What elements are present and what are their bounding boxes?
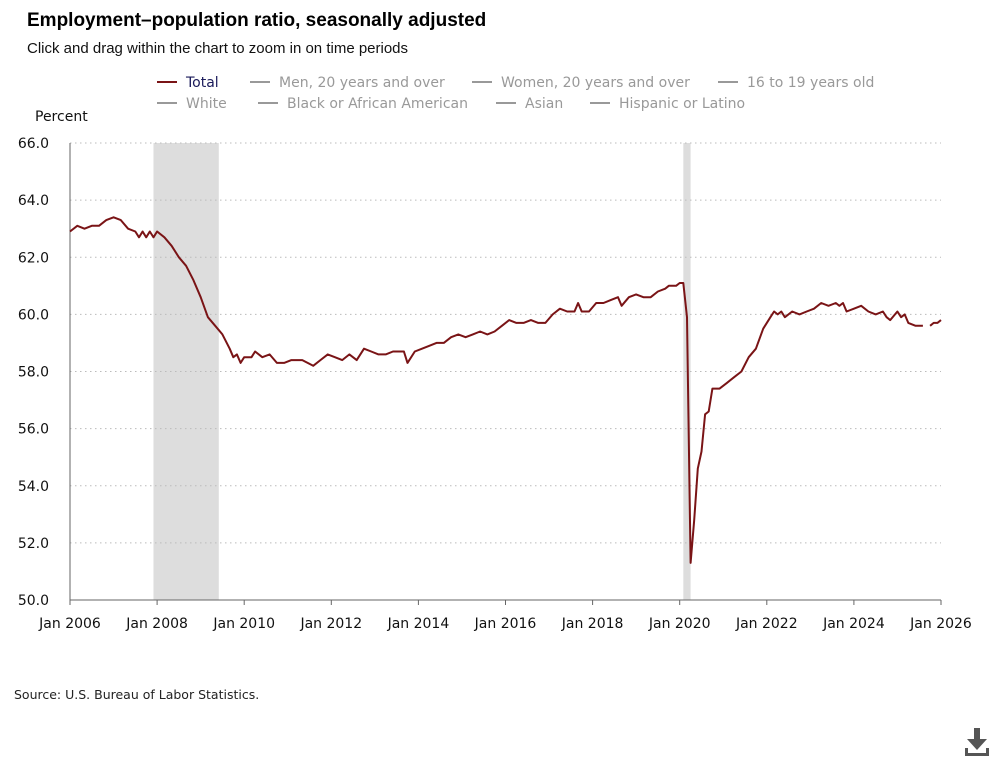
legend-item[interactable]: 16 to 19 years old bbox=[718, 75, 874, 91]
x-tick-label: Jan 2012 bbox=[299, 616, 362, 632]
x-tick-label: Jan 2008 bbox=[125, 616, 188, 632]
legend-label: Asian bbox=[525, 96, 563, 112]
y-tick-label: 62.0 bbox=[18, 250, 49, 266]
x-tick-label: Jan 2026 bbox=[909, 616, 972, 632]
chart-title: Employment–population ratio, seasonally … bbox=[27, 10, 487, 31]
legend-item[interactable]: Asian bbox=[496, 96, 563, 112]
legend-item[interactable]: Total bbox=[157, 75, 219, 91]
source-note: Source: U.S. Bureau of Labor Statistics. bbox=[14, 687, 260, 702]
x-tick-label: Jan 2022 bbox=[735, 616, 798, 632]
y-tick-label: 52.0 bbox=[18, 536, 49, 552]
legend-item[interactable]: White bbox=[157, 96, 227, 112]
legend-label: Total bbox=[185, 75, 219, 91]
y-tick-label: 60.0 bbox=[18, 307, 49, 323]
legend-item[interactable]: Black or African American bbox=[258, 96, 468, 112]
x-tick-label: Jan 2020 bbox=[648, 616, 711, 632]
y-axis-label: Percent bbox=[35, 109, 88, 125]
y-tick-label: 66.0 bbox=[18, 136, 49, 152]
line-chart[interactable]: Total Men, 20 years and over Women, 20 yea… bbox=[0, 0, 1000, 680]
y-tick-labels: 50.0 52.0 54.0 56.0 58.0 60.0 62.0 64.0 66.0 bbox=[18, 136, 49, 609]
download-button[interactable] bbox=[962, 726, 992, 758]
y-tick-label: 50.0 bbox=[18, 593, 49, 609]
download-icon bbox=[965, 728, 989, 756]
x-tick-label: Jan 2016 bbox=[474, 616, 537, 632]
x-tick-labels: Jan 2006 Jan 2008 Jan 2010 Jan 2012 Jan 2014… bbox=[38, 600, 972, 632]
legend: Total Men, 20 years and over Women, 20 yea… bbox=[157, 75, 874, 112]
chart-subtitle: Click and drag within the chart to zoom … bbox=[27, 40, 409, 57]
x-tick-label: Jan 2018 bbox=[561, 616, 624, 632]
x-tick-label: Jan 2024 bbox=[822, 616, 885, 632]
series-lines[interactable] bbox=[69, 216, 942, 564]
series-line-total[interactable] bbox=[69, 216, 942, 564]
legend-label: Black or African American bbox=[287, 96, 468, 112]
gridlines bbox=[70, 142, 941, 544]
legend-label: Hispanic or Latino bbox=[619, 96, 745, 112]
y-tick-label: 54.0 bbox=[18, 479, 49, 495]
legend-item[interactable]: Women, 20 years and over bbox=[472, 75, 690, 91]
y-tick-label: 64.0 bbox=[18, 193, 49, 209]
legend-label: 16 to 19 years old bbox=[747, 75, 874, 91]
x-tick-label: Jan 2014 bbox=[387, 616, 450, 632]
x-tick-label: Jan 2006 bbox=[38, 616, 101, 632]
legend-label: Men, 20 years and over bbox=[279, 75, 445, 91]
legend-item[interactable]: Hispanic or Latino bbox=[590, 96, 745, 112]
legend-label: White bbox=[186, 96, 227, 112]
y-tick-label: 58.0 bbox=[18, 365, 49, 381]
y-tick-label: 56.0 bbox=[18, 422, 49, 438]
x-tick-label: Jan 2010 bbox=[212, 616, 275, 632]
legend-item[interactable]: Men, 20 years and over bbox=[250, 75, 445, 91]
legend-label: Women, 20 years and over bbox=[501, 75, 690, 91]
